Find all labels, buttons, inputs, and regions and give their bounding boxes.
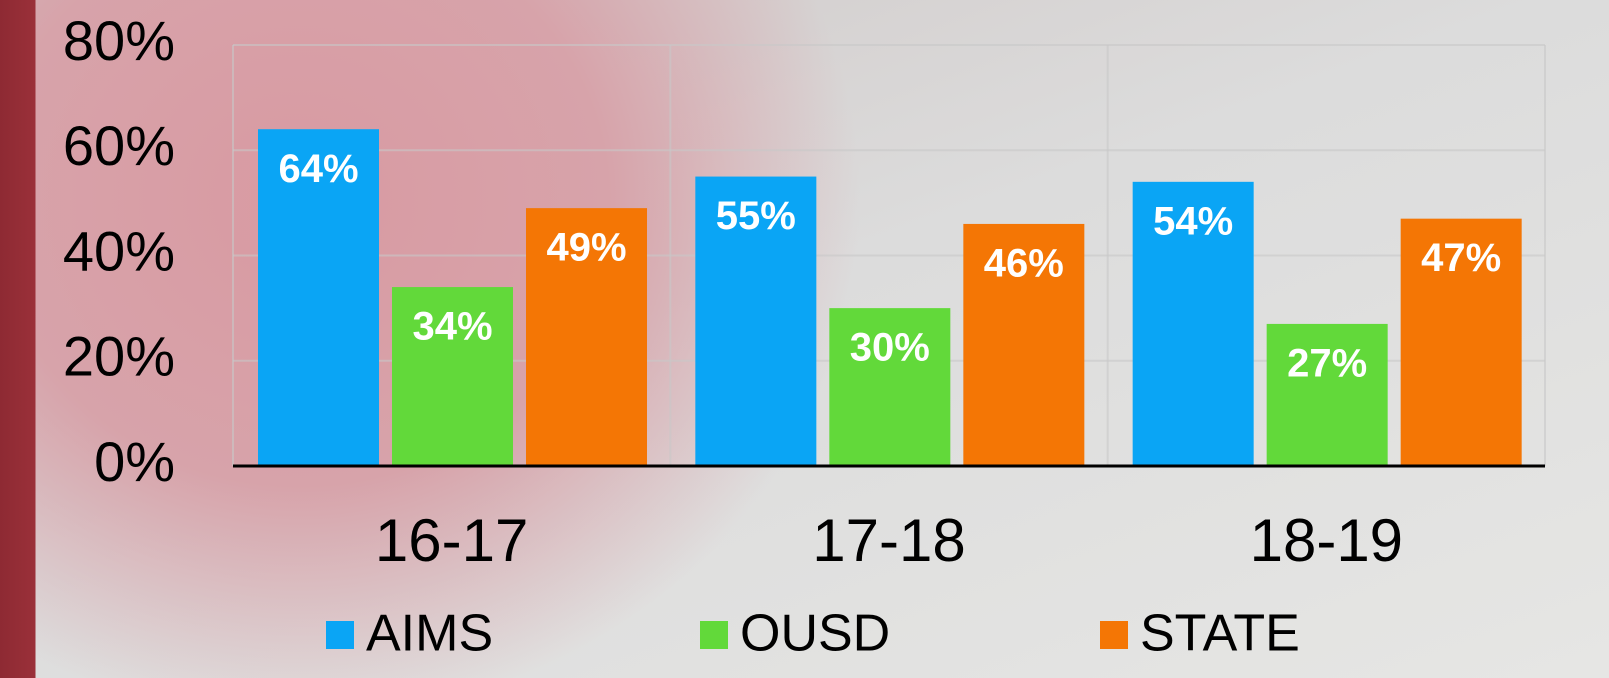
value-label: 47% xyxy=(1421,236,1501,280)
y-tick-label: 40% xyxy=(63,219,175,282)
legend-label: STATE xyxy=(1140,605,1300,663)
value-label: 49% xyxy=(546,226,626,270)
y-tick-label: 60% xyxy=(63,114,175,177)
value-label: 54% xyxy=(1153,199,1233,243)
x-tick-label: 16-17 xyxy=(375,507,528,574)
value-label: 55% xyxy=(716,194,796,238)
y-tick-label: 80% xyxy=(63,9,175,72)
chart: 0% 20% 40% 60% 80% 64% 34% 49% 16-17 55% 30% 46% 17-… xyxy=(0,0,1609,678)
value-label: 46% xyxy=(984,241,1064,285)
legend-marker xyxy=(700,621,728,649)
x-tick-label: 17-18 xyxy=(812,507,965,574)
legend-label: AIMS xyxy=(366,605,493,663)
legend-label: OUSD xyxy=(740,605,890,663)
legend-marker xyxy=(1100,621,1128,649)
value-label: 27% xyxy=(1287,341,1367,385)
legend-marker xyxy=(326,621,354,649)
value-label: 64% xyxy=(278,147,358,191)
x-tick-label: 18-19 xyxy=(1250,507,1403,574)
y-tick-label: 20% xyxy=(63,325,175,388)
y-tick-label: 0% xyxy=(94,430,175,493)
value-label: 34% xyxy=(412,305,492,349)
value-label: 30% xyxy=(850,326,930,370)
